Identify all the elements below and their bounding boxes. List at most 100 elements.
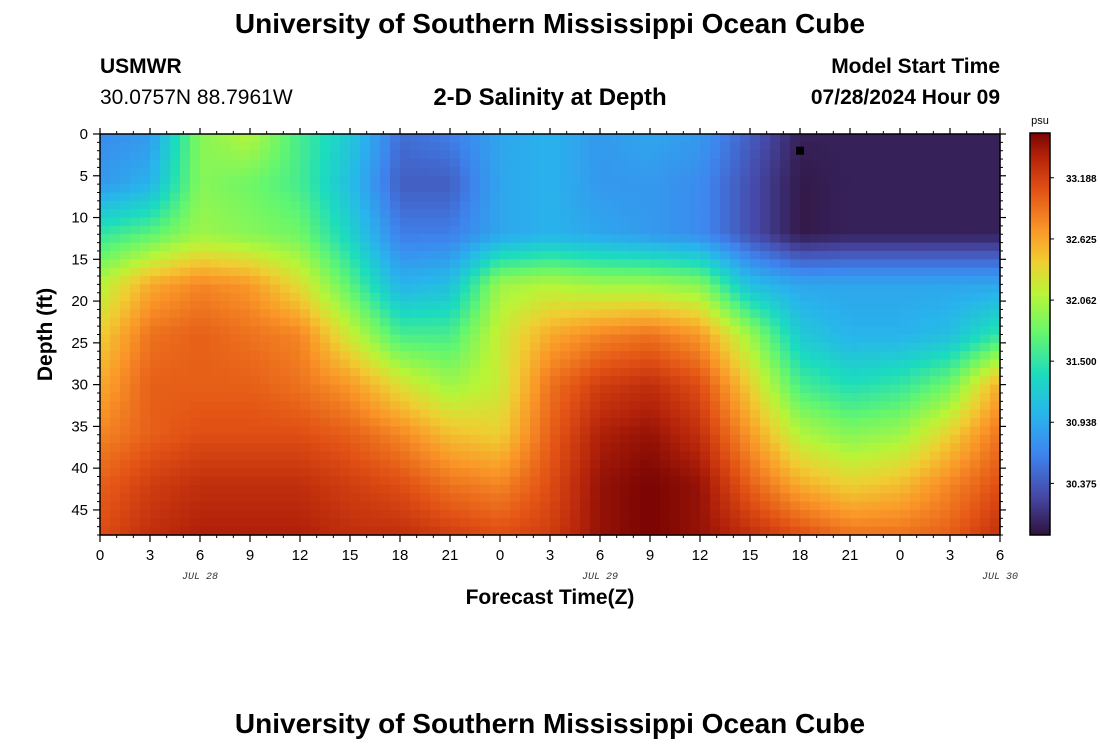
heatmap-cell bbox=[610, 459, 621, 469]
heatmap-cell bbox=[530, 518, 541, 528]
heatmap-cell bbox=[240, 468, 251, 478]
heatmap-cell bbox=[160, 518, 171, 528]
heatmap-cell bbox=[400, 443, 411, 453]
heatmap-cell bbox=[410, 426, 421, 436]
heatmap-cell bbox=[720, 459, 731, 469]
heatmap-cell bbox=[170, 409, 181, 419]
heatmap-cell bbox=[880, 459, 891, 469]
heatmap-cell bbox=[160, 476, 171, 486]
heatmap-cell bbox=[210, 134, 221, 143]
heatmap-cell bbox=[390, 468, 401, 478]
heatmap-cell bbox=[820, 359, 831, 369]
heatmap-cell bbox=[650, 209, 661, 219]
heatmap-cell bbox=[540, 334, 551, 344]
heatmap-cell bbox=[220, 342, 231, 352]
y-tick-label: 15 bbox=[71, 251, 88, 268]
heatmap-cell bbox=[410, 351, 421, 361]
heatmap-cell bbox=[170, 200, 181, 210]
heatmap-cell bbox=[890, 401, 901, 411]
heatmap-cell bbox=[810, 167, 821, 177]
heatmap-cell bbox=[310, 200, 321, 210]
heatmap-cell bbox=[100, 409, 111, 419]
heatmap-cell bbox=[630, 501, 641, 511]
heatmap-cell bbox=[500, 484, 511, 494]
heatmap-cell bbox=[420, 317, 431, 327]
heatmap-cell bbox=[530, 192, 541, 202]
heatmap-cell bbox=[690, 443, 701, 453]
heatmap-cell bbox=[630, 192, 641, 202]
heatmap-cell bbox=[340, 509, 351, 519]
heatmap-cell bbox=[880, 476, 891, 486]
heatmap-cell bbox=[760, 384, 771, 394]
heatmap-cell bbox=[240, 150, 251, 160]
heatmap-cell bbox=[310, 342, 321, 352]
heatmap-cell bbox=[870, 276, 881, 285]
heatmap-cell bbox=[170, 326, 181, 336]
heatmap-cell bbox=[180, 259, 191, 269]
heatmap-cell bbox=[980, 367, 991, 377]
heatmap-cell bbox=[490, 276, 501, 285]
heatmap-cell bbox=[300, 334, 311, 344]
heatmap-cell bbox=[820, 476, 831, 486]
heatmap-cell bbox=[790, 167, 801, 177]
heatmap-cell bbox=[420, 167, 431, 177]
heatmap-cell bbox=[290, 501, 301, 511]
heatmap-cell bbox=[290, 142, 301, 152]
heatmap-cell bbox=[320, 351, 331, 361]
heatmap-cell bbox=[610, 217, 621, 227]
heatmap-cell bbox=[400, 142, 411, 152]
heatmap-cell bbox=[800, 468, 811, 478]
heatmap-cell bbox=[980, 459, 991, 469]
heatmap-cell bbox=[900, 142, 911, 152]
heatmap-cell bbox=[310, 509, 321, 519]
heatmap-cell bbox=[240, 301, 251, 311]
heatmap-cell bbox=[670, 376, 681, 386]
heatmap-cell bbox=[310, 351, 321, 361]
heatmap-cell bbox=[460, 267, 471, 277]
heatmap-cell bbox=[340, 334, 351, 344]
heatmap-cell bbox=[830, 284, 841, 294]
heatmap-cell bbox=[640, 250, 651, 260]
heatmap-cell bbox=[430, 234, 441, 244]
heatmap-cell bbox=[530, 217, 541, 227]
heatmap-cell bbox=[920, 484, 931, 494]
heatmap-cell bbox=[870, 301, 881, 311]
heatmap-cell bbox=[840, 209, 851, 219]
heatmap-cell bbox=[430, 384, 441, 394]
heatmap-cell bbox=[870, 159, 881, 169]
heatmap-cell bbox=[940, 217, 951, 227]
heatmap-cell bbox=[460, 200, 471, 210]
heatmap-cell bbox=[230, 250, 241, 260]
heatmap-cell bbox=[720, 159, 731, 169]
heatmap-cell bbox=[800, 150, 811, 160]
heatmap-cell bbox=[440, 292, 451, 302]
heatmap-cell bbox=[770, 167, 781, 177]
heatmap-cell bbox=[220, 276, 231, 285]
heatmap-cell bbox=[290, 217, 301, 227]
heatmap-cell bbox=[490, 317, 501, 327]
heatmap-cell bbox=[600, 476, 611, 486]
heatmap-cell bbox=[710, 401, 721, 411]
heatmap-cell bbox=[440, 225, 451, 235]
heatmap-cell bbox=[520, 367, 531, 377]
heatmap-cell bbox=[350, 142, 361, 152]
heatmap-cell bbox=[720, 326, 731, 336]
heatmap-cell bbox=[960, 292, 971, 302]
heatmap-cell bbox=[250, 250, 261, 260]
heatmap-cell bbox=[780, 250, 791, 260]
heatmap-cell bbox=[160, 276, 171, 285]
heatmap-cell bbox=[600, 184, 611, 194]
heatmap-cell bbox=[100, 301, 111, 311]
heatmap-cell bbox=[420, 418, 431, 427]
heatmap-cell bbox=[910, 259, 921, 269]
heatmap-cell bbox=[170, 209, 181, 219]
heatmap-cell bbox=[140, 476, 151, 486]
heatmap-cell bbox=[170, 192, 181, 202]
heatmap-cell bbox=[960, 134, 971, 143]
heatmap-cell bbox=[640, 367, 651, 377]
heatmap-cell bbox=[680, 217, 691, 227]
heatmap-cell bbox=[930, 451, 941, 461]
heatmap-cell bbox=[440, 150, 451, 160]
heatmap-cell bbox=[560, 418, 571, 427]
heatmap-cell bbox=[420, 175, 431, 185]
